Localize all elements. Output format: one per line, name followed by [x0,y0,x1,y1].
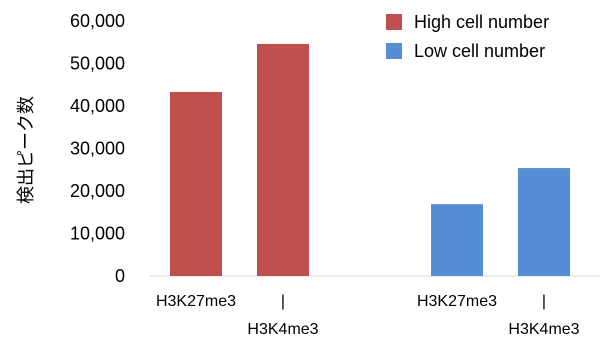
y-tick-label: 40,000 [70,96,125,116]
legend-label: High cell number [414,12,549,32]
y-tick-label: 20,000 [70,181,125,201]
y-axis: 0 10,000 20,000 30,000 40,000 50,000 60,000 [70,11,125,286]
y-axis-title: 検出ピーク数 [16,96,37,204]
x-axis-labels: H3K27me3 | H3K4me3 H3K27me3 | H3K4me3 [156,293,580,338]
bar [518,168,570,276]
legend: High cell number Low cell number [386,12,549,61]
bar [170,91,222,276]
x-tick-label: | [281,293,285,310]
x-tick-label: H3K27me3 [417,293,497,310]
x-tick-label: | [542,293,546,310]
y-tick-label: 30,000 [70,139,125,159]
bar [431,204,483,276]
x-tick-label: H3K4me3 [508,321,579,338]
legend-swatch [386,43,402,59]
bar [257,43,309,277]
x-tick-label: H3K27me3 [156,293,236,310]
legend-swatch [386,14,402,30]
x-tick-label: H3K4me3 [247,321,318,338]
bars [170,43,570,277]
y-tick-label: 10,000 [70,224,125,244]
legend-label: Low cell number [414,41,545,61]
y-tick-label: 60,000 [70,11,125,31]
y-tick-label: 50,000 [70,54,125,74]
y-tick-label: 0 [115,266,125,286]
